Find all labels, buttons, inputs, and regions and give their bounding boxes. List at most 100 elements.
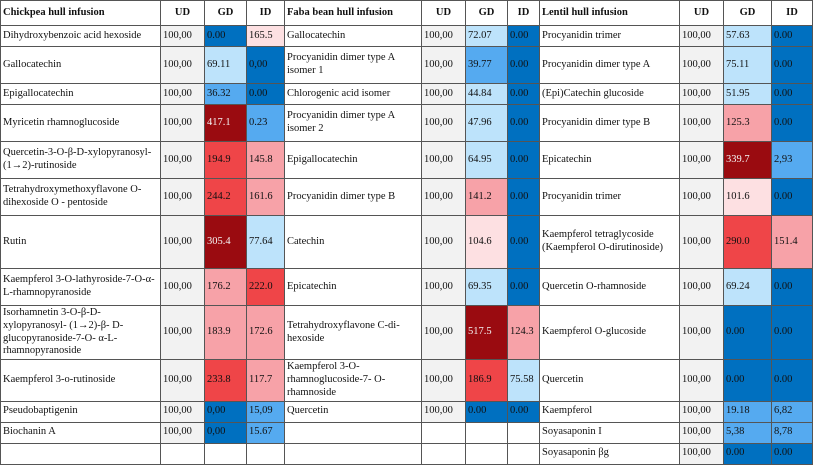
chickpea-id-cell: 77.64 bbox=[246, 215, 285, 269]
lentil-ud-cell: 100,00 bbox=[679, 25, 724, 47]
faba-id-cell: 0.00 bbox=[507, 268, 540, 306]
lentil-compound-cell: Soyasaponin βg bbox=[539, 442, 680, 465]
faba-compound-cell: Chlorogenic acid isomer bbox=[284, 83, 422, 105]
faba-compound-cell: Procyanidin dimer type A isomer 2 bbox=[284, 104, 422, 142]
chickpea-gd-cell: 183.9 bbox=[204, 304, 247, 361]
faba-id-cell bbox=[507, 421, 540, 444]
lentil-compound-cell: Quercetin O-rhamnoside bbox=[539, 268, 680, 306]
lentil-compound-cell: Quercetin bbox=[539, 359, 680, 402]
faba-gd-cell: 72.07 bbox=[465, 25, 508, 47]
chickpea-gd-cell: 305.4 bbox=[204, 215, 247, 269]
table-row: Soyasaponin βg 100,00 0.00 0.00 bbox=[0, 442, 813, 465]
lentil-compound-cell: Epicatechin bbox=[539, 141, 680, 179]
lentil-id-cell: 0.00 bbox=[771, 46, 813, 84]
lentil-gd-cell: 339.7 bbox=[723, 141, 772, 179]
faba-gd-cell: 47.96 bbox=[465, 104, 508, 142]
lentil-gd-cell: 69.24 bbox=[723, 268, 772, 306]
faba-gd-cell: 39.77 bbox=[465, 46, 508, 84]
faba-ud-cell bbox=[421, 442, 466, 465]
chickpea-gd-cell: 0,00 bbox=[204, 421, 247, 444]
chickpea-id-cell: 165.5 bbox=[246, 25, 285, 47]
faba-compound-cell: Quercetin bbox=[284, 400, 422, 423]
faba-id-cell: 0.00 bbox=[507, 46, 540, 84]
chickpea-compound-cell: Myricetin rhamnoglucoside bbox=[0, 104, 161, 142]
faba-id-cell: 0.00 bbox=[507, 25, 540, 47]
lentil-id-cell: 151.4 bbox=[771, 215, 813, 269]
lentil-ud-cell: 100,00 bbox=[679, 359, 724, 402]
chickpea-ud-cell: 100,00 bbox=[160, 421, 205, 444]
faba-ud-cell: 100,00 bbox=[421, 104, 466, 142]
chickpea-id-cell: 0,00 bbox=[246, 46, 285, 84]
table-row: Quercetin-3-O-β-D-xylopyranosyl-(1→2)-ru… bbox=[0, 141, 813, 179]
lentil-compound-cell: Soyasaponin I bbox=[539, 421, 680, 444]
chickpea-ud-cell: 100,00 bbox=[160, 141, 205, 179]
faba-gd-cell: 44.84 bbox=[465, 83, 508, 105]
chickpea-gd-cell: 0.00 bbox=[204, 25, 247, 47]
lentil-compound-cell: Kaempferol bbox=[539, 400, 680, 423]
table-row: Kaempferol 3-O-lathyroside-7-O-α-L-rhamn… bbox=[0, 268, 813, 306]
chickpea-ud-cell: 100,00 bbox=[160, 178, 205, 216]
header-chickpea-id: ID bbox=[246, 0, 285, 26]
lentil-gd-cell: 0.00 bbox=[723, 304, 772, 361]
chickpea-ud-cell: 100,00 bbox=[160, 83, 205, 105]
faba-ud-cell bbox=[421, 421, 466, 444]
chickpea-gd-cell: 233.8 bbox=[204, 359, 247, 402]
chickpea-ud-cell: 100,00 bbox=[160, 46, 205, 84]
chickpea-id-cell: 15,09 bbox=[246, 400, 285, 423]
lentil-id-cell: 0.00 bbox=[771, 359, 813, 402]
chickpea-id-cell: 0.00 bbox=[246, 83, 285, 105]
faba-gd-cell: 141.2 bbox=[465, 178, 508, 216]
lentil-id-cell: 2,93 bbox=[771, 141, 813, 179]
header-lentil: Lentil hull infusion bbox=[539, 0, 680, 26]
lentil-ud-cell: 100,00 bbox=[679, 83, 724, 105]
table-row: Myricetin rhamnoglucoside 100,00 417.1 0.23… bbox=[0, 104, 813, 142]
faba-ud-cell: 100,00 bbox=[421, 304, 466, 361]
faba-compound-cell: Epicatechin bbox=[284, 268, 422, 306]
table-row: Tetrahydroxymethoxyflavone O-dihexoside … bbox=[0, 178, 813, 216]
lentil-id-cell: 0.00 bbox=[771, 25, 813, 47]
lentil-id-cell: 0.00 bbox=[771, 268, 813, 306]
lentil-ud-cell: 100,00 bbox=[679, 46, 724, 84]
faba-id-cell: 124.3 bbox=[507, 304, 540, 361]
table-row: Kaempferol 3-o-rutinoside 100,00 233.8 117.… bbox=[0, 359, 813, 402]
faba-gd-cell bbox=[465, 442, 508, 465]
chickpea-ud-cell: 100,00 bbox=[160, 268, 205, 306]
chickpea-id-cell: 145.8 bbox=[246, 141, 285, 179]
chickpea-id-cell: 0.23 bbox=[246, 104, 285, 142]
faba-gd-cell bbox=[465, 421, 508, 444]
header-lentil-gd: GD bbox=[723, 0, 772, 26]
lentil-id-cell: 0.00 bbox=[771, 104, 813, 142]
lentil-gd-cell: 5,38 bbox=[723, 421, 772, 444]
table-row: Dihydroxybenzoic acid hexoside 100,00 0.00… bbox=[0, 25, 813, 47]
faba-compound-cell: Kaempferol 3-O-rhamnoglucoside-7- O-rham… bbox=[284, 359, 422, 402]
faba-compound-cell: Procyanidin dimer type A isomer 1 bbox=[284, 46, 422, 84]
chickpea-ud-cell: 100,00 bbox=[160, 215, 205, 269]
chickpea-id-cell: 117.7 bbox=[246, 359, 285, 402]
chickpea-compound-cell: Biochanin A bbox=[0, 421, 161, 444]
header-lentil-id: ID bbox=[771, 0, 813, 26]
header-faba-gd: GD bbox=[465, 0, 508, 26]
lentil-ud-cell: 100,00 bbox=[679, 400, 724, 423]
header-faba-ud: UD bbox=[421, 0, 466, 26]
lentil-gd-cell: 290.0 bbox=[723, 215, 772, 269]
lentil-ud-cell: 100,00 bbox=[679, 268, 724, 306]
lentil-compound-cell: Procyanidin dimer type B bbox=[539, 104, 680, 142]
chickpea-compound-cell: Tetrahydroxymethoxyflavone O-dihexoside … bbox=[0, 178, 161, 216]
faba-compound-cell: Procyanidin dimer type B bbox=[284, 178, 422, 216]
lentil-ud-cell: 100,00 bbox=[679, 141, 724, 179]
chickpea-compound-cell bbox=[0, 442, 161, 465]
header-lentil-ud: UD bbox=[679, 0, 724, 26]
lentil-gd-cell: 0.00 bbox=[723, 359, 772, 402]
faba-gd-cell: 517.5 bbox=[465, 304, 508, 361]
lentil-compound-cell: Kaempferol tetraglycoside (Kaempferol O-… bbox=[539, 215, 680, 269]
chickpea-gd-cell bbox=[204, 442, 247, 465]
faba-id-cell: 0.00 bbox=[507, 215, 540, 269]
lentil-gd-cell: 51.95 bbox=[723, 83, 772, 105]
faba-id-cell: 75.58 bbox=[507, 359, 540, 402]
lentil-gd-cell: 0.00 bbox=[723, 442, 772, 465]
faba-gd-cell: 186.9 bbox=[465, 359, 508, 402]
table-row: Gallocatechin 100,00 69.11 0,00 Procyanidin … bbox=[0, 46, 813, 84]
chickpea-id-cell: 15.67 bbox=[246, 421, 285, 444]
chickpea-compound-cell: Gallocatechin bbox=[0, 46, 161, 84]
